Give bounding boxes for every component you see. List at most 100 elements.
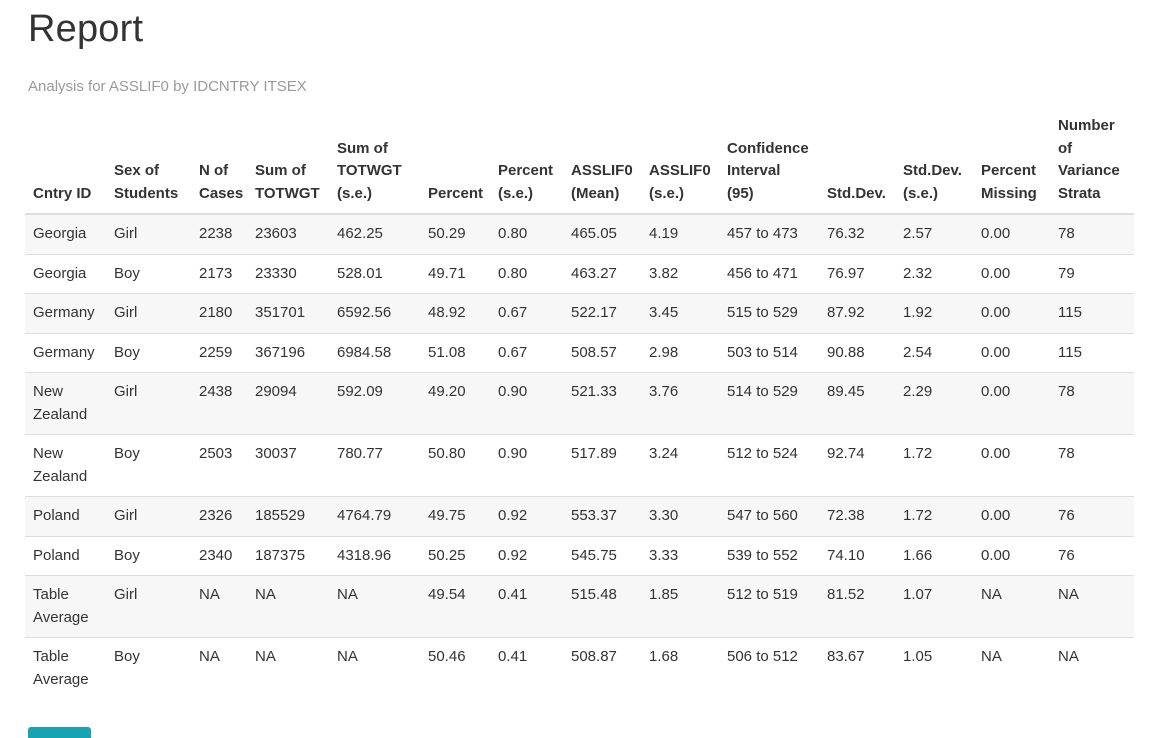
- table-cell: Poland: [25, 535, 106, 576]
- table-cell: Poland: [25, 496, 106, 536]
- table-cell: 78: [1050, 372, 1134, 435]
- table-cell: 780.77: [329, 434, 420, 497]
- table-cell: 2340: [191, 535, 247, 576]
- table-cell: 465.05: [563, 213, 641, 254]
- table-cell: 185529: [247, 496, 329, 536]
- table-cell: NA: [973, 575, 1050, 638]
- table-cell: 512 to 519: [719, 575, 819, 638]
- table-cell: 3.76: [641, 372, 719, 435]
- column-header-asslif0-se: ASSLIF0 (s.e.): [641, 107, 719, 215]
- page-title: Report: [28, 8, 144, 50]
- table-cell: 2503: [191, 434, 247, 497]
- table-cell: 515 to 529: [719, 293, 819, 333]
- table-cell: Boy: [106, 535, 191, 576]
- table-cell: 79: [1050, 253, 1134, 294]
- table-row: Table Average Boy NA NA NA 50.46 0.41 508.87 1.6…: [25, 637, 1134, 699]
- table-cell: New Zealand: [25, 372, 106, 435]
- column-header-sex-of-students: Sex of Students: [106, 107, 191, 215]
- table-cell: Georgia: [25, 253, 106, 294]
- table-row: Table Average Girl NA NA NA 49.54 0.41 515.48 1.…: [25, 575, 1134, 638]
- table-cell: 4.19: [641, 213, 719, 254]
- table-row: Georgia Boy 2173 23330 528.01 49.71 0.80 463.27…: [25, 253, 1134, 294]
- table-cell: 1.72: [895, 496, 973, 536]
- table-cell: 81.52: [819, 575, 895, 638]
- table-cell: 6592.56: [329, 293, 420, 333]
- table-cell: 0.00: [973, 434, 1050, 497]
- table-cell: 92.74: [819, 434, 895, 497]
- table-cell: Girl: [106, 372, 191, 435]
- table-cell: 0.67: [490, 332, 563, 373]
- table-cell: 187375: [247, 535, 329, 576]
- table-cell: NA: [191, 575, 247, 638]
- column-header-sum-of-totwgt: Sum of TOTWGT: [247, 107, 329, 215]
- table-cell: 1.66: [895, 535, 973, 576]
- table-cell: 462.25: [329, 213, 420, 254]
- report-page: Report Analysis for ASSLIF0 by IDCNTRY I…: [25, 8, 1134, 699]
- table-cell: 514 to 529: [719, 372, 819, 435]
- table-row: New Zealand Girl 2438 29094 592.09 49.20 0.90 5…: [25, 372, 1134, 435]
- table-cell: 3.82: [641, 253, 719, 294]
- table-cell: 1.05: [895, 637, 973, 699]
- table-cell: 29094: [247, 372, 329, 435]
- table-cell: 0.00: [973, 372, 1050, 435]
- table-cell: 2.29: [895, 372, 973, 435]
- table-cell: 2238: [191, 213, 247, 254]
- table-cell: 74.10: [819, 535, 895, 576]
- column-header-percent-se: Percent (s.e.): [490, 107, 563, 215]
- table-cell: 1.72: [895, 434, 973, 497]
- column-header-percent-missing: Percent Missing: [973, 107, 1050, 215]
- table-cell: 2180: [191, 293, 247, 333]
- table-cell: 2438: [191, 372, 247, 435]
- action-button-partial[interactable]: [28, 727, 91, 738]
- table-cell: NA: [1050, 637, 1134, 699]
- table-cell: 3.45: [641, 293, 719, 333]
- table-body: Georgia Girl 2238 23603 462.25 50.29 0.80 465.0…: [25, 213, 1134, 699]
- table-cell: 351701: [247, 293, 329, 333]
- table-cell: Girl: [106, 496, 191, 536]
- table-cell: 0.00: [973, 293, 1050, 333]
- table-cell: Boy: [106, 253, 191, 294]
- table-cell: 50.46: [420, 637, 490, 699]
- table-cell: 6984.58: [329, 332, 420, 373]
- table-cell: 90.88: [819, 332, 895, 373]
- table-cell: 49.71: [420, 253, 490, 294]
- column-header-percent: Percent: [420, 107, 490, 215]
- table-row: Poland Girl 2326 185529 4764.79 49.75 0.92 553.…: [25, 496, 1134, 536]
- table-cell: 115: [1050, 293, 1134, 333]
- table-header-row: Cntry ID Sex of Students N of Cases Sum of TOT…: [25, 107, 1134, 215]
- table-cell: 2.32: [895, 253, 973, 294]
- table-cell: 4318.96: [329, 535, 420, 576]
- column-header-number-of-variance-strata: Number of Variance Strata: [1050, 107, 1134, 215]
- table-cell: 508.57: [563, 332, 641, 373]
- table-cell: 49.54: [420, 575, 490, 638]
- table-cell: 0.67: [490, 293, 563, 333]
- table-cell: 78: [1050, 213, 1134, 254]
- table-cell: 23603: [247, 213, 329, 254]
- table-cell: Germany: [25, 332, 106, 373]
- table-cell: 51.08: [420, 332, 490, 373]
- table-cell: 0.80: [490, 213, 563, 254]
- table-cell: Germany: [25, 293, 106, 333]
- table-cell: 3.30: [641, 496, 719, 536]
- table-cell: NA: [191, 637, 247, 699]
- table-cell: 50.25: [420, 535, 490, 576]
- table-cell: 3.24: [641, 434, 719, 497]
- table-cell: 545.75: [563, 535, 641, 576]
- table-cell: Girl: [106, 575, 191, 638]
- table-row: Georgia Girl 2238 23603 462.25 50.29 0.80 465.0…: [25, 213, 1134, 254]
- table-cell: 48.92: [420, 293, 490, 333]
- table-cell: 2.54: [895, 332, 973, 373]
- table-cell: 72.38: [819, 496, 895, 536]
- column-header-std-dev: Std.Dev.: [819, 107, 895, 215]
- column-header-cntry-id: Cntry ID: [25, 107, 106, 215]
- table-cell: 30037: [247, 434, 329, 497]
- table-cell: New Zealand: [25, 434, 106, 497]
- table-cell: 0.90: [490, 372, 563, 435]
- table-cell: 3.33: [641, 535, 719, 576]
- table-cell: 50.80: [420, 434, 490, 497]
- table-cell: 547 to 560: [719, 496, 819, 536]
- table-cell: 76: [1050, 496, 1134, 536]
- table-row: New Zealand Boy 2503 30037 780.77 50.80 0.90 51…: [25, 434, 1134, 497]
- table-cell: Boy: [106, 332, 191, 373]
- table-cell: 2.98: [641, 332, 719, 373]
